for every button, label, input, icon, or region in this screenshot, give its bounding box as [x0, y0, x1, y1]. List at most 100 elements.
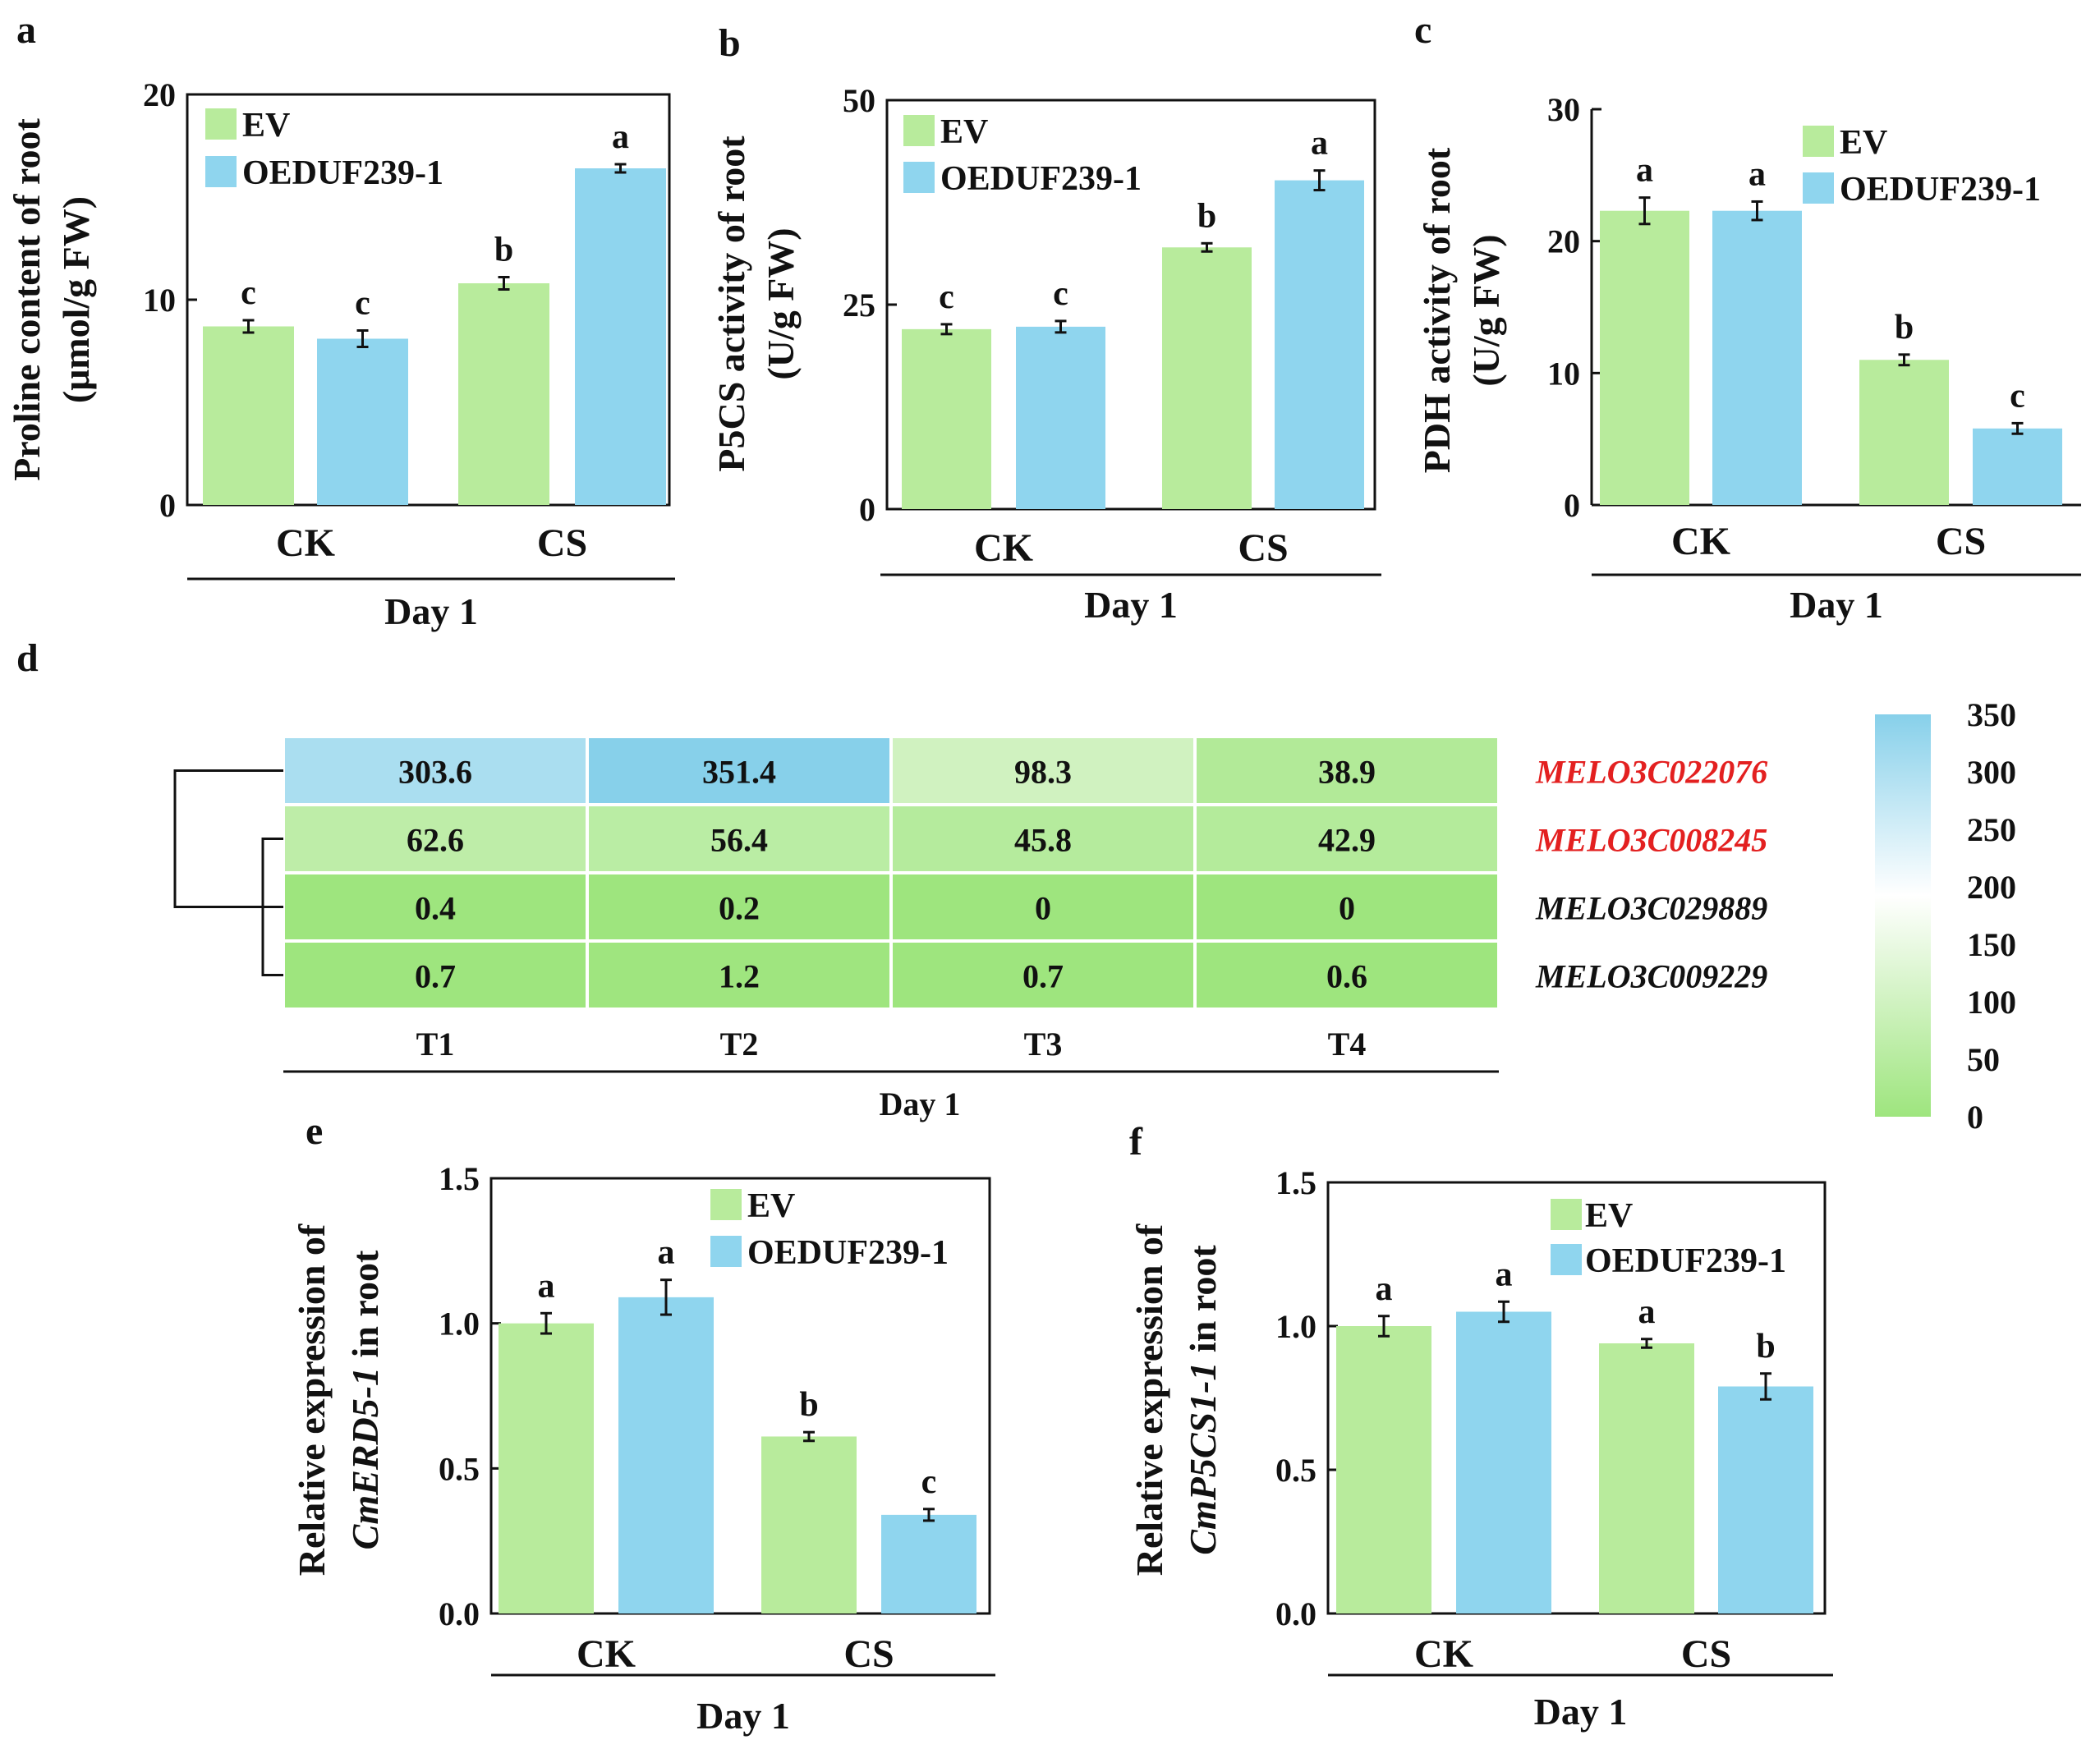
y-axis-label: (U/g FW): [1465, 234, 1507, 386]
x-category-label: CS: [537, 521, 587, 565]
y-axis-label: CmP5CS1-1 in root: [1182, 1245, 1224, 1555]
heatmap-cell-value: 351.4: [702, 754, 776, 791]
heatmap-cell: [1193, 871, 1500, 943]
significance-letter: c: [2010, 377, 2025, 415]
x-group-label: Day 1: [1790, 584, 1883, 626]
heatmap-cell-value: 38.9: [1318, 754, 1376, 791]
y-tick-label: 0.5: [439, 1450, 480, 1487]
heatmap-cell: [282, 939, 589, 1011]
y-tick-label: 0: [159, 487, 176, 524]
heatmap-cell-value: 56.4: [710, 822, 768, 859]
significance-letter: a: [1496, 1255, 1513, 1293]
legend-label: EV: [747, 1187, 795, 1225]
bar-ev-cs: [458, 283, 549, 505]
x-category-label: CS: [1681, 1632, 1731, 1676]
plot-frame: [489, 1177, 991, 1615]
legend-label: OEDUF239-1: [1585, 1242, 1786, 1280]
heatmap-cell-value: 0.7: [415, 958, 456, 995]
x-category-label: CK: [1414, 1632, 1473, 1676]
heatmap-cell-value: 0: [1035, 890, 1051, 927]
significance-letter: c: [1053, 275, 1068, 313]
y-axis-label-gene: CmERD5-1: [344, 1367, 386, 1549]
y-tick-label: 0.0: [439, 1595, 480, 1632]
legend-label: OEDUF239-1: [747, 1234, 949, 1272]
y-axis-label: Relative expression of: [291, 1223, 333, 1576]
y-tick-label: 30: [1547, 91, 1580, 128]
bar-ev-ck: [499, 1323, 594, 1613]
bar-oe-ck: [1016, 326, 1105, 509]
bar-ev-cs: [1162, 247, 1252, 509]
panel-c: c 0 10 20 30 a a b c CK CS Day 1 EV OEDUF239-1 PDH ac…: [1414, 8, 2081, 626]
color-scale-tick-label: 100: [1967, 984, 2016, 1021]
x-category-label: CK: [1671, 520, 1730, 563]
heatmap-cell: [1193, 939, 1500, 1011]
x-category-label: CK: [974, 526, 1033, 570]
panel-d-letter: d: [16, 636, 39, 680]
heatmap-cell-value: 62.6: [407, 822, 464, 859]
heatmap-cell-value: 0.6: [1326, 958, 1367, 995]
legend-swatch: [710, 1189, 742, 1220]
bar-oe-cs: [1718, 1386, 1813, 1613]
x-category-label: CK: [577, 1632, 636, 1676]
y-tick-label: 1.5: [439, 1160, 480, 1197]
panel-b: b 0 25 50 c c b a CK CS Day 1 EV OEDUF239-1 P5CS act…: [710, 21, 1381, 626]
panel-e-letter: e: [306, 1109, 323, 1153]
heatmap-column-label: T2: [720, 1026, 759, 1063]
bar-oe-cs: [1275, 180, 1364, 509]
panel-c-letter: c: [1414, 8, 1431, 52]
heatmap-cell: [586, 735, 893, 806]
legend-swatch: [205, 108, 237, 140]
panel-f-letter: f: [1129, 1120, 1143, 1164]
legend-swatch: [903, 115, 935, 146]
color-scale-tick-label: 300: [1967, 754, 2016, 791]
heatmap-cell-value: 0.7: [1022, 958, 1064, 995]
y-tick-label: 10: [1547, 355, 1580, 392]
heatmap-cell: [1193, 803, 1500, 874]
significance-letter: a: [538, 1267, 555, 1305]
y-tick-label: 20: [1547, 223, 1580, 260]
bar-oe-ck: [1456, 1311, 1551, 1613]
color-scale-tick-label: 200: [1967, 869, 2016, 906]
heatmap-cell-value: 98.3: [1014, 754, 1072, 791]
bar-ev-cs: [761, 1436, 857, 1613]
color-scale-tick-label: 250: [1967, 811, 2016, 848]
heatmap-cell-value: 45.8: [1014, 822, 1072, 859]
heatmap-cell-value: 303.6: [398, 754, 472, 791]
y-tick-label: 10: [143, 282, 176, 319]
legend-label: OEDUF239-1: [1840, 171, 2041, 209]
bar-oe-ck: [317, 338, 408, 505]
y-tick-label: 50: [843, 82, 875, 119]
y-axis-label-suffix: in root: [1182, 1245, 1224, 1362]
panel-d: d 303.6 351.4 98.3 38.9 MELO3C022076 62.6 56.4…: [16, 636, 2016, 1136]
y-axis-label: PDH activity of root: [1416, 147, 1458, 473]
y-tick-label: 0.0: [1275, 1595, 1317, 1632]
significance-letter: a: [1748, 155, 1766, 193]
x-group-label: Day 1: [384, 590, 478, 632]
y-axis-label: Relative expression of: [1128, 1223, 1170, 1576]
x-category-label: CS: [1936, 520, 1986, 563]
y-axis-label: P5CS activity of root: [710, 135, 752, 472]
y-tick-label: 0: [1564, 487, 1580, 524]
bar-oe-cs: [1973, 428, 2062, 505]
bar-ev-cs: [1859, 360, 1949, 505]
heatmap-row-label: MELO3C022076: [1535, 754, 1767, 791]
legend-swatch: [205, 156, 237, 187]
heatmap-group-label: Day 1: [880, 1086, 961, 1122]
y-axis-label: (μmol/g FW): [55, 196, 97, 403]
legend-swatch: [1803, 126, 1834, 157]
legend-label: EV: [940, 113, 988, 151]
bar-ev-ck: [1600, 210, 1689, 505]
heatmap-row-label: MELO3C008245: [1535, 822, 1767, 859]
y-tick-label: 20: [143, 76, 176, 113]
x-group-label: Day 1: [1534, 1691, 1628, 1733]
panel-b-letter: b: [719, 21, 741, 65]
significance-letter: a: [1376, 1270, 1393, 1308]
color-scale-tick-label: 0: [1967, 1099, 1983, 1136]
significance-letter: a: [612, 118, 629, 156]
y-tick-label: 1.0: [439, 1306, 480, 1343]
panel-a-letter: a: [16, 8, 36, 52]
color-scale-tick-label: 50: [1967, 1041, 2000, 1078]
y-axis-label: Proline content of root: [6, 118, 48, 481]
significance-letter: c: [355, 285, 370, 323]
